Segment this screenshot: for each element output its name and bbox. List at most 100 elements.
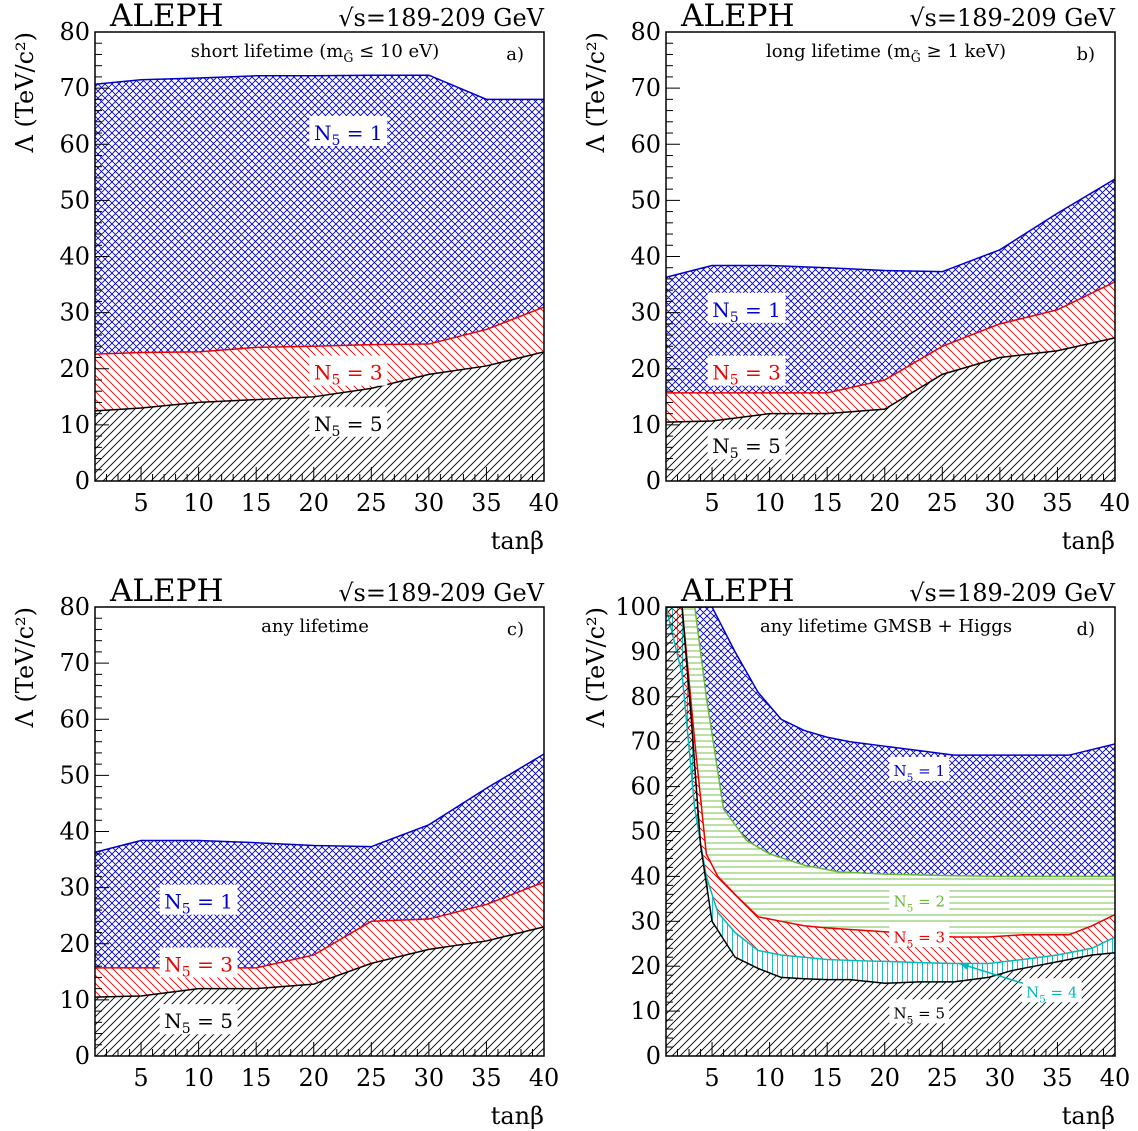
energy-label-a: √s=189-209 GeV xyxy=(338,4,544,32)
line-d-series-2 xyxy=(666,607,1115,938)
series-label-d-3-rest: = 4 xyxy=(1046,983,1078,1001)
series-label-b-1-text: N xyxy=(712,361,730,385)
panel-title-d-text: any lifetime GMSB + Higgs xyxy=(760,616,1012,637)
y-tick-label-b: 30 xyxy=(630,299,661,327)
series-label-d-2-text: N xyxy=(894,928,907,946)
series-label-d-4-rest: = 5 xyxy=(913,1005,945,1023)
x-tick-label-b: 15 xyxy=(812,489,843,517)
y-tick-label-d: 70 xyxy=(630,728,661,756)
series-label-d-3-text: N xyxy=(1026,983,1039,1001)
series-label-d-0: N5 = 1 xyxy=(894,762,945,784)
series-label-d-4: N5 = 5 xyxy=(894,1005,945,1027)
y-tick-label-a: 60 xyxy=(59,130,90,158)
series-label-d-1-subscript: 5 xyxy=(907,902,914,914)
label-box-c-0 xyxy=(159,884,238,915)
x-tick-label-c: 15 xyxy=(241,1064,272,1092)
label-box-a-1 xyxy=(309,355,388,386)
panel-d: N5 = 1N5 = 2N5 = 3N5 = 4N5 = 55 10 15 20 25 3… xyxy=(582,573,1130,1130)
series-label-c-1-text: N xyxy=(164,953,182,977)
x-tick-label-a: 5 xyxy=(133,489,148,517)
x-tick-label-c: 5 xyxy=(133,1064,148,1092)
label-box-b-1 xyxy=(707,355,786,386)
y-tick-label-c: 20 xyxy=(59,930,90,958)
series-label-c-0-subscript: 5 xyxy=(182,902,191,918)
y-tick-label-d: 60 xyxy=(630,773,661,801)
series-label-d-3-subscript: 5 xyxy=(1039,993,1046,1005)
series-label-b-0: N5 = 1 xyxy=(712,298,781,326)
area-b-series-1 xyxy=(666,281,1115,423)
x-tick-label-d: 25 xyxy=(927,1064,958,1092)
x-axis-label-d: tanβ xyxy=(1062,1102,1115,1130)
label-box-b-0 xyxy=(707,292,786,323)
panel-title-b-rest: ≥ 1 keV) xyxy=(921,41,1006,62)
experiment-label-b: ALEPH xyxy=(680,0,795,34)
y-tick-label-b: 50 xyxy=(630,186,661,214)
x-tick-label-a: 10 xyxy=(183,489,214,517)
y-tick-label-a: 80 xyxy=(59,18,90,46)
line-b-series-1 xyxy=(666,281,1115,394)
area-d-series-1 xyxy=(666,607,1115,938)
series-label-a-2-text: N xyxy=(314,412,332,436)
series-label-b-2-rest: = 5 xyxy=(739,434,781,458)
panel-title-a-subscript: G̃ xyxy=(343,50,353,65)
x-tick-label-b: 25 xyxy=(927,489,958,517)
y-tick-label-d: 40 xyxy=(630,862,661,890)
x-tick-label-a: 25 xyxy=(356,489,387,517)
label-box-d-1 xyxy=(889,887,950,912)
series-label-b-1-rest: = 3 xyxy=(739,361,781,385)
series-label-b-0-rest: = 1 xyxy=(739,298,781,322)
series-label-d-1-rest: = 2 xyxy=(913,892,945,910)
y-tick-label-d: 10 xyxy=(630,997,661,1025)
series-label-c-0: N5 = 1 xyxy=(164,890,233,918)
x-tick-label-d: 20 xyxy=(869,1064,900,1092)
panel-c: N5 = 1N5 = 3N5 = 55 10 15 20 25 30 35 400102030… xyxy=(11,573,559,1130)
series-label-b-1: N5 = 3 xyxy=(712,361,781,389)
line-d-series-4 xyxy=(666,607,1115,985)
series-label-a-0-subscript: 5 xyxy=(331,133,340,149)
line-d-series-0 xyxy=(666,607,1115,756)
series-label-d-4-subscript: 5 xyxy=(907,1015,914,1027)
x-tick-label-c: 40 xyxy=(529,1064,560,1092)
label-box-d-3 xyxy=(1021,978,1082,1003)
label-box-a-0 xyxy=(309,116,388,147)
experiment-label-c: ALEPH xyxy=(109,573,224,609)
panel-a: N5 = 1N5 = 3N5 = 55 10 15 20 25 30 35 400102030… xyxy=(11,0,559,555)
line-d-series-3 xyxy=(666,607,1115,965)
label-box-d-4 xyxy=(889,999,950,1024)
panel-title-b-text: long lifetime (m xyxy=(766,41,911,62)
x-tick-label-c: 30 xyxy=(414,1064,445,1092)
label-box-d-2 xyxy=(889,923,950,948)
line-c-series-0 xyxy=(95,753,544,853)
series-label-a-1-text: N xyxy=(314,361,332,385)
y-tick-label-c: 30 xyxy=(59,874,90,902)
energy-label-c: √s=189-209 GeV xyxy=(338,579,544,607)
series-label-d-2-subscript: 5 xyxy=(907,938,914,950)
line-a-series-1 xyxy=(95,306,544,355)
series-label-d-4-text: N xyxy=(894,1005,907,1023)
line-b-series-0 xyxy=(666,178,1115,278)
panel-title-b: long lifetime (mG̃ ≥ 1 keV) xyxy=(766,41,1006,65)
y-tick-label-a: 70 xyxy=(59,74,90,102)
label-box-c-2 xyxy=(159,1004,238,1035)
y-tick-label-d: 30 xyxy=(630,907,661,935)
y-tick-label-c: 60 xyxy=(59,705,90,733)
energy-label-d: √s=189-209 GeV xyxy=(909,579,1115,607)
y-tick-label-d: 80 xyxy=(630,683,661,711)
series-label-c-2: N5 = 5 xyxy=(164,1009,233,1037)
label-box-b-2 xyxy=(707,429,786,460)
x-tick-label-b: 30 xyxy=(985,489,1016,517)
x-tick-label-d: 30 xyxy=(985,1064,1016,1092)
y-tick-label-a: 30 xyxy=(59,299,90,327)
y-tick-label-c: 0 xyxy=(75,1042,90,1070)
panel-label-c: c) xyxy=(507,619,524,640)
y-tick-label-d: 100 xyxy=(615,593,661,621)
x-tick-label-a: 15 xyxy=(241,489,272,517)
area-a-series-0 xyxy=(95,75,544,355)
x-tick-label-d: 5 xyxy=(704,1064,719,1092)
series-label-c-1-rest: = 3 xyxy=(191,953,233,977)
series-label-d-0-rest: = 1 xyxy=(913,762,945,780)
x-tick-label-a: 40 xyxy=(529,489,560,517)
line-a-series-2 xyxy=(95,351,544,412)
y-tick-label-b: 60 xyxy=(630,130,661,158)
